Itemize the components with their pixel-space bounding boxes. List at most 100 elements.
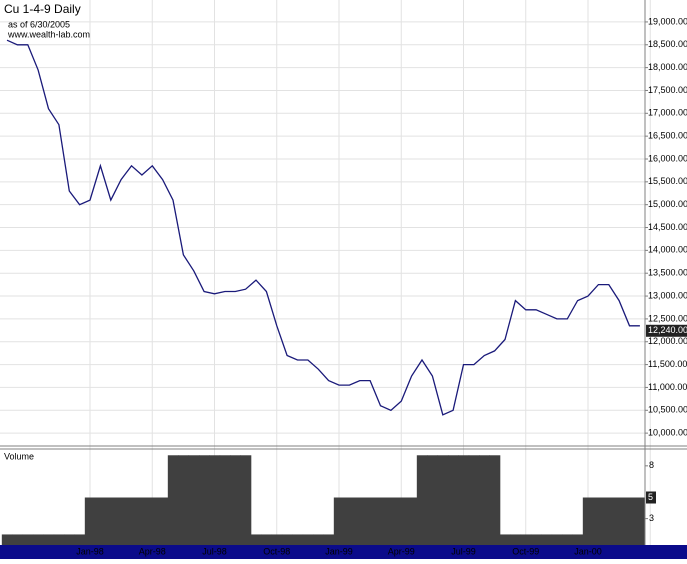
volume-bar (458, 455, 470, 545)
volume-bar (147, 497, 158, 545)
volume-bar (344, 497, 356, 545)
y-tick-label: 12,500.00 (648, 313, 687, 323)
volume-bar (209, 455, 221, 545)
volume-bar (240, 455, 252, 545)
volume-bar (188, 455, 200, 545)
y-tick-label: 11,500.00 (648, 359, 687, 369)
x-tick-label: Jul-99 (451, 546, 476, 556)
volume-bar (32, 534, 44, 545)
volume-bar (416, 455, 428, 545)
volume-bar (292, 534, 304, 545)
volume-bar (447, 455, 459, 545)
volume-bar (427, 455, 439, 545)
volume-bar (385, 497, 397, 545)
y-tick-label: 14,500.00 (648, 222, 687, 232)
volume-bar (396, 497, 407, 545)
x-tick-label: Jan-00 (574, 546, 602, 556)
y-tick-label: 14,000.00 (648, 245, 687, 255)
volume-bar (468, 455, 480, 545)
volume-bar (551, 534, 563, 545)
volume-bar (354, 497, 366, 545)
subtitle: as of 6/30/2005 (8, 19, 70, 29)
y-tick-label: 17,000.00 (648, 108, 687, 118)
volume-bar (105, 497, 117, 545)
y-tick-label: 10,000.00 (648, 427, 687, 437)
volume-bar (22, 534, 34, 545)
volume-bar (74, 534, 86, 545)
volume-bar (12, 534, 24, 545)
source: www.wealth-lab.com (7, 29, 90, 39)
y-tick-label: 19,000.00 (648, 16, 687, 26)
volume-bar (562, 534, 573, 545)
volume-bar (115, 497, 127, 545)
volume-tick-label: 8 (649, 460, 654, 470)
volume-bar (136, 497, 148, 545)
y-tick-label: 18,000.00 (648, 62, 687, 72)
x-axis-strip (0, 545, 687, 559)
volume-bar (489, 455, 501, 545)
x-tick-label: Oct-98 (263, 546, 290, 556)
volume-bar (520, 534, 532, 545)
axes-group: 10,000.00 10,500.00 11,000.00 11,500.00 12,0… (76, 16, 687, 556)
volume-bar (634, 497, 646, 545)
y-tick-label: 11,000.00 (648, 382, 687, 392)
volume-bar (333, 497, 345, 545)
volume-bar (250, 534, 262, 545)
volume-bar (313, 534, 324, 545)
volume-tick-label: 3 (649, 513, 654, 523)
volume-bar (84, 497, 96, 545)
volume-bar (603, 497, 615, 545)
volume-bar (1, 534, 13, 545)
x-tick-label: Oct-99 (512, 546, 539, 556)
y-tick-label: 10,500.00 (648, 405, 687, 415)
volume-bar (230, 455, 241, 545)
volume-bar (510, 534, 522, 545)
volume-bar (281, 534, 293, 545)
volume-bar (219, 455, 231, 545)
volume-bar (126, 497, 138, 545)
volume-bar (593, 497, 605, 545)
last-volume-tag (646, 491, 656, 504)
x-tick-label: Apr-99 (388, 546, 415, 556)
y-tick-label: 12,000.00 (648, 336, 687, 346)
volume-bar (624, 497, 636, 545)
chart-title: Cu 1-4-9 Daily (4, 2, 81, 16)
x-tick-label: Jul-98 (202, 546, 227, 556)
volume-bar (53, 534, 65, 545)
y-tick-label: 15,500.00 (648, 176, 687, 186)
volume-bar (437, 455, 449, 545)
volume-bar (364, 497, 376, 545)
y-tick-label: 16,500.00 (648, 131, 687, 141)
volume-bar (406, 497, 418, 545)
last-price-tag (646, 324, 687, 337)
volume-bar (64, 534, 75, 545)
volume-bar (178, 455, 190, 545)
grid-group (0, 0, 651, 545)
volume-bar (157, 497, 169, 545)
volume-bar (582, 497, 594, 545)
y-tick-label: 17,500.00 (648, 85, 687, 95)
y-tick-label: 18,500.00 (648, 39, 687, 49)
plot-group (1, 39, 646, 545)
volume-bar (541, 534, 553, 545)
volume-bar (261, 534, 273, 545)
y-tick-label: 13,000.00 (648, 290, 687, 300)
volume-bar (323, 534, 335, 545)
volume-bar (198, 455, 210, 545)
volume-bar (530, 534, 542, 545)
last-price-label: 12,240.00 (648, 325, 687, 335)
price-line (6, 39, 640, 416)
volume-bar (271, 534, 283, 545)
volume-bar (43, 534, 55, 545)
volume-bar (499, 534, 511, 545)
y-tick-label: 15,000.00 (648, 199, 687, 209)
volume-bar (572, 534, 584, 545)
volume-bar (613, 497, 625, 545)
x-tick-label: Apr-98 (139, 546, 166, 556)
volume-bar (95, 497, 107, 545)
volume-bar (375, 497, 387, 545)
volume-bar (167, 455, 179, 545)
